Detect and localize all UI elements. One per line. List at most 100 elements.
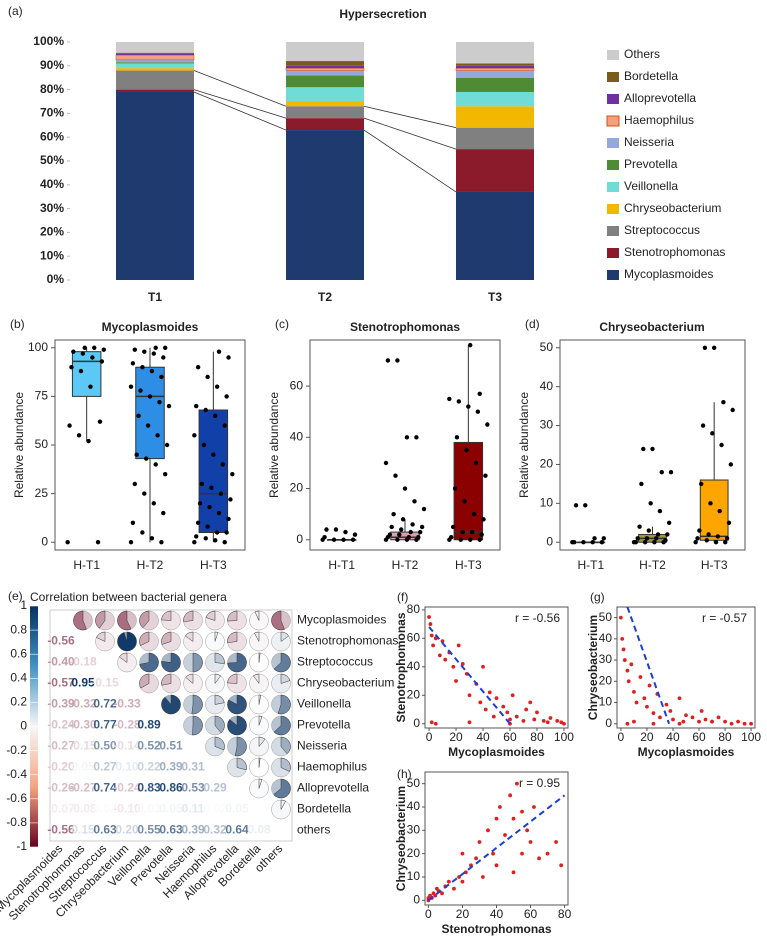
data-point [702,345,708,350]
data-point [581,540,586,545]
correlation-wedge [139,610,150,629]
data-point [468,342,473,348]
correlation-wedge [73,610,87,631]
bar-segment [286,130,364,280]
data-point [521,718,526,723]
correlation-label: -0.15 [69,739,97,753]
data-point [132,481,137,487]
correlation-wedge [277,694,291,715]
data-point [226,516,231,522]
legend-swatch [607,94,619,104]
bar-segment [456,127,534,150]
data-point [157,400,162,405]
data-point [457,875,461,879]
row-label: Haemophilus [297,760,367,774]
row-label: Stenotrophomonas [297,634,398,648]
bar-segment [286,101,364,107]
data-point [648,501,653,506]
bar-segment [286,75,364,88]
data-point [199,481,205,487]
colorbar-label: 0 [20,719,27,733]
correlation-wedge [254,631,260,642]
data-point [86,438,91,444]
box [135,366,165,460]
data-point [471,511,477,517]
data-point [621,647,626,652]
correlation-wedge [254,610,260,621]
data-point [477,391,482,396]
legend-swatch [607,138,619,148]
data-point [494,816,499,821]
y-tick-label: 80% [40,82,64,96]
data-point [559,863,564,868]
data-point [153,345,158,350]
legend-swatch [607,182,619,192]
y-tick-label: 0 [413,716,420,730]
y-axis-label: Chryseobacterium [394,786,408,891]
legend-label: Alloprevotella [624,91,696,105]
panel-label: (b) [10,317,25,331]
correlation-label: -0.24 [113,781,141,795]
x-tick-label: 40 [666,730,680,744]
data-point [82,345,87,350]
correlation-label: 0.63 [93,823,117,837]
data-point [528,840,533,844]
data-point [710,431,715,436]
y-tick-label: 40 [407,659,421,673]
x-axis-label: Stenotrophomonas [442,922,552,936]
chart-title: Chryseobacterium [599,320,704,334]
connector [193,89,287,119]
bar-segment [116,89,194,92]
x-axis-label: Mycoplasmoides [638,745,735,759]
correlation-wedge [161,652,181,673]
correlation-wedge [280,673,291,684]
data-point [719,442,724,448]
correlation-label: 0.51 [159,739,183,753]
y-tick-label: 60 [407,630,421,644]
correlation-wedge [258,778,263,789]
x-tick-label: T1 [148,290,162,304]
legend-label: Veillonella [624,179,678,193]
connector [193,91,287,131]
correlation-wedge [280,631,290,642]
data-point [651,711,656,716]
data-point [414,435,419,440]
data-point [149,536,155,541]
correlation-wedge [183,610,194,622]
correlation-label: 0.63 [159,823,183,837]
data-point [71,349,76,354]
data-point [385,358,391,363]
data-point [393,473,398,478]
data-point [195,365,201,370]
data-point [487,690,492,695]
data-point [625,721,630,726]
data-point [205,374,210,380]
y-axis-label: Stenotrophomonas [394,612,408,722]
row-label: Bordetella [297,802,351,816]
data-point [194,403,199,409]
data-point [695,536,700,541]
data-point [635,536,640,541]
legend-label: Others [624,47,660,61]
x-tick-label: 60 [692,730,706,744]
data-point [88,384,93,389]
annotation: r = 0.95 [519,776,560,790]
correlation-wedge [258,715,263,726]
data-point [222,423,227,428]
data-point [101,347,106,352]
legend-swatch [607,160,619,170]
data-point [163,471,168,477]
data-point [477,840,482,844]
data-point [573,503,579,508]
colorbar-label: -1 [16,839,27,853]
data-point [708,501,713,506]
data-point [151,501,156,506]
data-point [389,524,394,530]
data-point [69,365,74,370]
data-point [469,529,475,535]
row-label: Streptococcus [297,655,373,669]
data-point [541,718,546,723]
data-point [479,532,484,537]
data-point [419,524,425,530]
bar-segment [456,106,534,128]
